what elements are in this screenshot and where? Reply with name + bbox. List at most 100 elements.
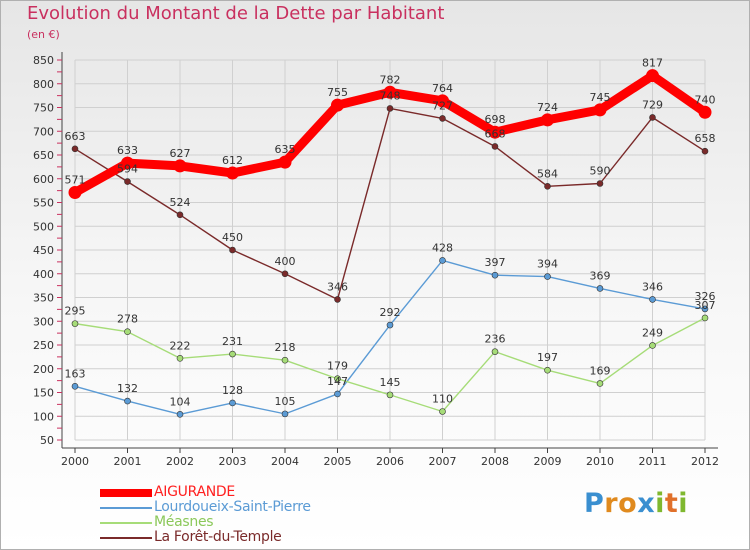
logo-letter: o [618, 488, 638, 519]
data-label: 326 [695, 290, 716, 303]
x-tick-label: 2004 [271, 455, 299, 468]
data-point [439, 408, 446, 415]
data-label: 292 [380, 306, 401, 319]
data-label: 128 [222, 384, 243, 397]
data-point [649, 296, 656, 303]
x-tick-label: 2008 [481, 455, 509, 468]
y-tick-label: 700 [33, 125, 54, 138]
data-point [124, 397, 131, 405]
data-label: 105 [275, 395, 296, 408]
y-tick-label: 150 [33, 387, 54, 400]
y-tick-label: 350 [33, 292, 54, 305]
x-tick-label: 2007 [429, 455, 457, 468]
legend-swatch [100, 507, 152, 509]
data-point [649, 114, 656, 121]
data-point [593, 103, 607, 117]
data-label: 104 [170, 395, 191, 408]
x-tick-label: 2010 [586, 455, 614, 468]
data-label: 278 [117, 313, 138, 326]
data-point [491, 143, 499, 150]
legend-label: Lourdoueix-Saint-Pierre [154, 499, 311, 515]
y-tick-label: 750 [33, 102, 54, 115]
data-point [544, 273, 551, 280]
data-point [596, 180, 604, 187]
y-tick-label: 800 [33, 78, 54, 91]
y-tick-label: 450 [33, 244, 54, 257]
data-label: 748 [380, 89, 401, 102]
data-label: 346 [327, 280, 348, 293]
data-point [68, 186, 82, 200]
data-label: 729 [642, 98, 663, 111]
data-label: 307 [695, 299, 716, 312]
data-label: 633 [117, 144, 138, 157]
y-tick-label: 850 [33, 54, 54, 67]
data-point [229, 399, 236, 407]
y-tick-label: 50 [40, 434, 54, 447]
data-label: 132 [117, 382, 138, 395]
data-point [334, 390, 341, 398]
y-tick-label: 200 [33, 363, 54, 376]
data-label: 346 [642, 280, 663, 293]
data-point [596, 380, 604, 387]
data-label: 817 [642, 57, 663, 70]
logo-letter: t [664, 488, 679, 519]
y-tick-label: 600 [33, 173, 54, 186]
data-point [176, 411, 184, 418]
logo-letter: x [637, 488, 656, 519]
data-point [334, 375, 341, 383]
data-label: 740 [695, 93, 716, 106]
data-point [71, 145, 79, 153]
data-label: 110 [432, 393, 453, 406]
data-point [281, 356, 289, 364]
legend-label: Méasnes [154, 514, 214, 530]
data-label: 295 [65, 305, 86, 318]
data-point [386, 105, 394, 112]
data-point [229, 350, 236, 358]
x-tick-label: 2000 [61, 455, 89, 468]
data-point [281, 410, 289, 418]
data-label: 450 [222, 231, 243, 244]
data-point [436, 94, 449, 108]
logo-letter: r [604, 488, 619, 519]
x-tick-label: 2009 [534, 455, 562, 468]
data-label: 249 [642, 326, 663, 339]
data-label: 428 [432, 241, 453, 254]
logo-letter: P [584, 488, 605, 519]
y-tick-label: 250 [33, 339, 54, 352]
legend-swatch [100, 489, 152, 497]
data-label: 397 [485, 256, 506, 269]
data-point [281, 270, 289, 278]
y-tick-label: 100 [33, 410, 54, 423]
data-point [176, 354, 184, 362]
data-label: 745 [590, 91, 611, 104]
data-point [124, 178, 131, 185]
data-point [488, 125, 502, 139]
data-label: 590 [590, 165, 611, 178]
y-tick-label: 550 [33, 197, 54, 210]
data-label: 658 [695, 132, 716, 145]
x-tick-label: 2011 [639, 455, 667, 468]
data-label: 147 [327, 375, 348, 388]
data-point [701, 314, 709, 322]
y-tick-label: 500 [33, 220, 54, 233]
data-label: 612 [222, 154, 243, 167]
chart-title: Evolution du Montant de la Dette par Hab… [27, 3, 445, 24]
x-tick-label: 2003 [219, 455, 247, 468]
data-point [226, 166, 239, 180]
data-point [386, 391, 394, 399]
data-point [229, 246, 236, 254]
data-label: 764 [432, 82, 453, 95]
data-point [491, 271, 499, 279]
data-point [701, 305, 709, 313]
data-point [544, 183, 551, 190]
data-point [331, 98, 344, 112]
data-point [278, 155, 292, 169]
y-tick-label: 400 [33, 268, 54, 281]
legend-label: La Forêt-du-Temple [154, 529, 282, 545]
proxiti-logo: Proxiti [584, 488, 688, 519]
data-label: 231 [222, 335, 243, 348]
data-label: 169 [590, 364, 611, 377]
data-label: 727 [432, 99, 453, 112]
data-label: 594 [117, 163, 138, 176]
